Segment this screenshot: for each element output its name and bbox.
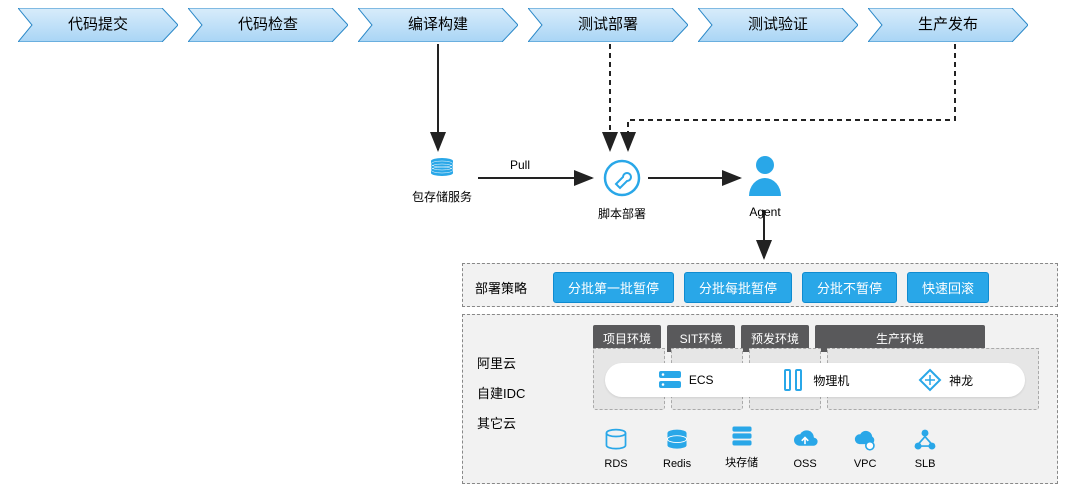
- cloud-net-icon: [852, 427, 878, 453]
- svc-rds: RDS: [603, 427, 629, 470]
- compute-ecs: ECS: [657, 367, 714, 393]
- strategy-panel: 部署策略 分批第一批暂停 分批每批暂停 分批不暂停 快速回滚: [462, 263, 1058, 307]
- step-prod-release: 生产发布: [868, 8, 1028, 42]
- wrench-circle-icon: [602, 158, 642, 198]
- svc-vpc: VPC: [852, 427, 878, 470]
- side-other: 其它云: [477, 409, 525, 439]
- strategy-btn-3[interactable]: 分批不暂停: [802, 272, 897, 303]
- svc-label: Redis: [663, 458, 691, 470]
- step-test-verify: 测试验证: [698, 8, 858, 42]
- pipeline-row: 代码提交 代码检查 编译构建 测试部署 测试验证 生产发布: [0, 8, 1028, 42]
- svc-label: 块存储: [725, 454, 758, 470]
- step-label: 代码提交: [18, 8, 178, 42]
- storage-label: 包存储服务: [412, 188, 472, 205]
- side-labels: 阿里云 自建IDC 其它云: [477, 349, 525, 439]
- stack-icon: [729, 423, 755, 449]
- step-code-commit: 代码提交: [18, 8, 178, 42]
- storage-node: 包存储服务: [412, 155, 472, 205]
- database-icon: [429, 155, 455, 181]
- svc-label: OSS: [792, 458, 818, 470]
- strategy-btn-2[interactable]: 分批每批暂停: [684, 272, 792, 303]
- person-icon: [746, 154, 784, 198]
- nodes-icon: [912, 427, 938, 453]
- step-code-check: 代码检查: [188, 8, 348, 42]
- svc-oss: OSS: [792, 427, 818, 470]
- svc-label: RDS: [603, 458, 629, 470]
- script-label: 脚本部署: [598, 205, 646, 222]
- svc-block: 块存储: [725, 423, 758, 470]
- svc-label: VPC: [852, 458, 878, 470]
- step-label: 测试部署: [528, 8, 688, 42]
- compute-shenlong: 神龙: [917, 367, 973, 393]
- step-label: 代码检查: [188, 8, 348, 42]
- diamond-icon: [917, 367, 943, 393]
- bars-icon: [781, 367, 807, 393]
- step-test-deploy: 测试部署: [528, 8, 688, 42]
- pull-label: Pull: [510, 158, 530, 172]
- svc-slb: SLB: [912, 427, 938, 470]
- compute-physical: 物理机: [781, 367, 849, 393]
- compute-label: 神龙: [949, 372, 973, 389]
- agent-node: Agent: [746, 154, 784, 219]
- db-small-icon: [664, 427, 690, 453]
- agent-label: Agent: [746, 205, 784, 219]
- side-idc: 自建IDC: [477, 379, 525, 409]
- env-panel: 阿里云 自建IDC 其它云 项目环境 SIT环境 预发环境 生产环境 ECS 物…: [462, 314, 1058, 484]
- compute-row: ECS 物理机 神龙: [605, 363, 1025, 397]
- db-small-icon: [603, 427, 629, 453]
- server-icon: [657, 367, 683, 393]
- script-node: 脚本部署: [598, 158, 646, 222]
- step-build: 编译构建: [358, 8, 518, 42]
- strategy-label: 部署策略: [475, 278, 535, 297]
- svc-redis: Redis: [663, 427, 691, 470]
- service-row: RDS Redis 块存储 OSS: [603, 423, 938, 470]
- step-label: 编译构建: [358, 8, 518, 42]
- step-label: 生产发布: [868, 8, 1028, 42]
- step-label: 测试验证: [698, 8, 858, 42]
- strategy-btn-1[interactable]: 分批第一批暂停: [553, 272, 674, 303]
- svc-label: SLB: [912, 458, 938, 470]
- cloud-up-icon: [792, 427, 818, 453]
- compute-label: 物理机: [813, 372, 849, 389]
- strategy-btn-4[interactable]: 快速回滚: [907, 272, 989, 303]
- compute-label: ECS: [689, 373, 714, 387]
- side-aliyun: 阿里云: [477, 349, 525, 379]
